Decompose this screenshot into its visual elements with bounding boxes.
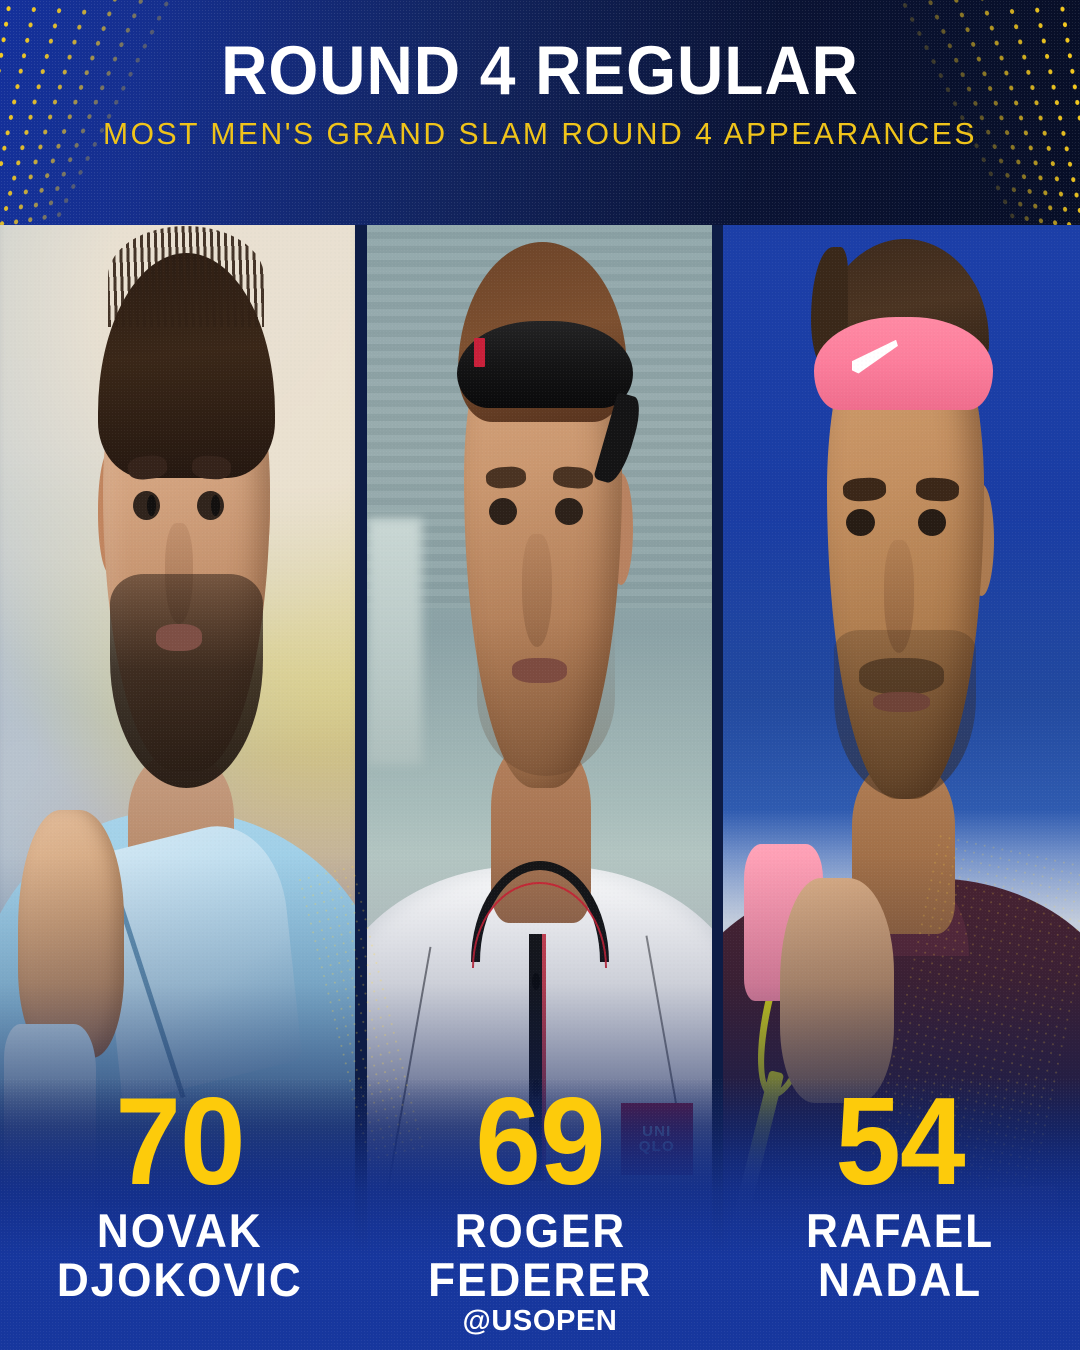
- stat-first-name: NOVAK: [97, 1204, 263, 1257]
- headband-logo-icon: [473, 337, 485, 367]
- stat-value-djokovic: 70: [115, 1073, 245, 1211]
- pupil-left-shape: [146, 495, 157, 517]
- headband-shape: [814, 317, 993, 410]
- stat-value-nadal: 54: [835, 1073, 965, 1211]
- fist-shape: [17, 810, 125, 1058]
- eyebrow-left-shape: [842, 477, 886, 502]
- eyebrow-right-shape: [190, 454, 232, 480]
- beard-shape: [110, 573, 263, 788]
- mouth-shape: [511, 658, 568, 683]
- jaw-shadow-shape: [477, 618, 616, 777]
- page-title: ROUND 4 REGULAR: [221, 32, 859, 109]
- eye-right-shape: [917, 508, 947, 536]
- background-post-shape: [367, 517, 423, 765]
- page-subtitle: MOST MEN'S GRAND SLAM ROUND 4 APPEARANCE…: [103, 116, 977, 151]
- header-text-group: ROUND 4 REGULAR MOST MEN'S GRAND SLAM RO…: [0, 33, 1080, 152]
- header-noise-texture: [0, 0, 1080, 225]
- hair-shape: [97, 226, 276, 479]
- stat-first-name: RAFAEL: [806, 1204, 994, 1257]
- mouth-shape: [156, 624, 203, 652]
- stat-last-name: DJOKOVIC: [57, 1253, 303, 1306]
- shirt-button-top: [531, 973, 540, 990]
- stat-name-djokovic: NOVAK DJOKOVIC: [57, 1206, 303, 1304]
- stat-first-name: ROGER: [454, 1204, 626, 1257]
- social-handle: @USOPEN: [462, 1305, 618, 1337]
- header-banner: ROUND 4 REGULAR MOST MEN'S GRAND SLAM RO…: [0, 0, 1080, 225]
- eyebrow-right-shape: [915, 477, 960, 502]
- moustache-shape: [858, 658, 945, 695]
- stat-name-federer: ROGER FEDERER: [428, 1206, 652, 1304]
- eye-right-shape: [555, 498, 583, 526]
- hand-shape: [780, 877, 895, 1103]
- pupil-right-shape: [210, 495, 221, 517]
- headband-shape: [456, 320, 633, 409]
- eye-left-shape: [489, 498, 518, 526]
- eye-left-shape: [846, 508, 875, 536]
- nose-shape: [522, 534, 552, 647]
- stat-last-name: FEDERER: [427, 1253, 653, 1306]
- stat-value-federer: 69: [475, 1073, 605, 1211]
- mouth-shape: [872, 691, 931, 713]
- stat-name-nadal: RAFAEL NADAL: [806, 1206, 994, 1304]
- stat-last-name: NADAL: [817, 1253, 983, 1306]
